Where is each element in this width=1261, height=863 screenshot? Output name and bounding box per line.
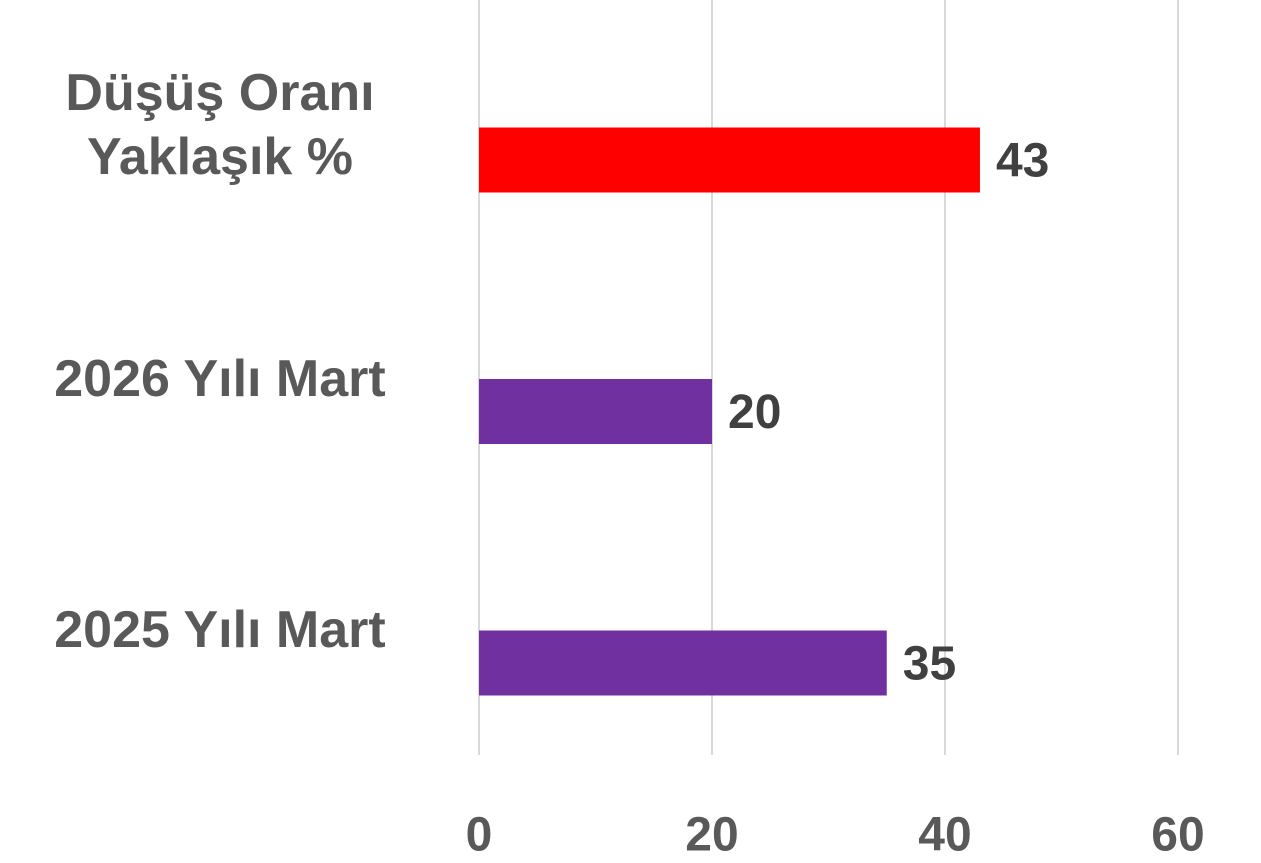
x-tick-label: 40: [918, 809, 971, 862]
data-label: 43: [996, 135, 1049, 188]
bar: [479, 379, 712, 444]
bar: [479, 630, 887, 696]
data-label: 35: [903, 638, 956, 691]
x-tick-label: 0: [466, 809, 493, 862]
y-tick-label: 2025 Yılı Mart: [54, 601, 386, 659]
y-tick-label: 2026 Yılı Mart: [54, 349, 386, 408]
data-label: 20: [728, 386, 781, 439]
bar: [479, 127, 980, 193]
y-tick-label: Düşüş Oranı Yaklaşık %: [65, 64, 375, 186]
x-tick-label: 60: [1151, 809, 1204, 862]
x-tick-label: 20: [685, 809, 738, 862]
